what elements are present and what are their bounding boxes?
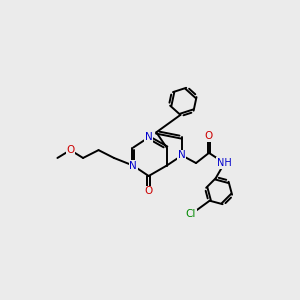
Text: O: O [205,131,213,141]
Text: O: O [145,186,153,196]
Text: Cl: Cl [186,209,196,219]
Text: N: N [145,132,152,142]
Text: NH: NH [217,158,232,168]
Text: N: N [178,150,186,161]
Text: O: O [66,145,74,155]
Text: N: N [129,160,137,171]
